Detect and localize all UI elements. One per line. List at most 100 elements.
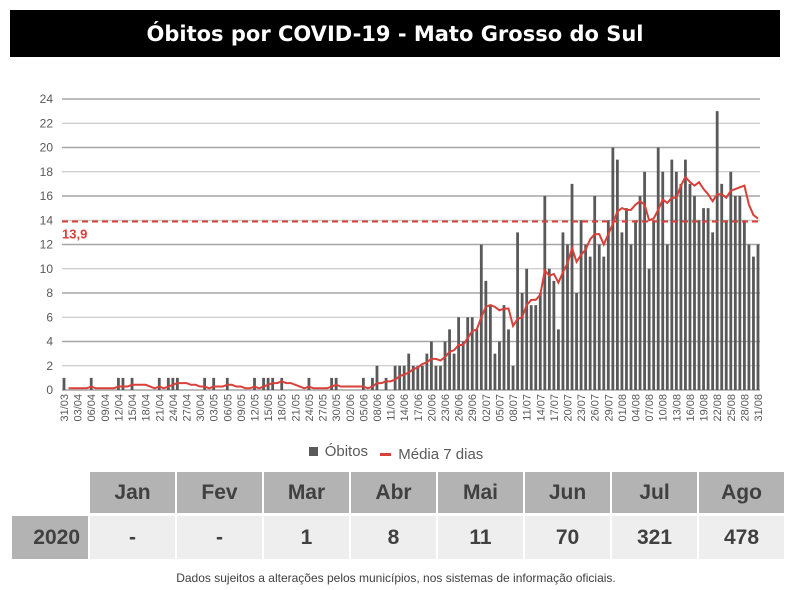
month-value: 1 bbox=[264, 516, 349, 559]
month-header: Mai bbox=[438, 472, 523, 513]
x-tick-label: 15/04 bbox=[127, 394, 139, 422]
bar bbox=[534, 305, 538, 390]
bar bbox=[448, 329, 451, 390]
bar bbox=[89, 377, 93, 390]
reference-line-label: 13,9 bbox=[62, 226, 87, 241]
x-tick-label: 30/04 bbox=[195, 394, 207, 422]
bar bbox=[665, 244, 669, 390]
x-tick-label: 05/06 bbox=[358, 394, 370, 422]
y-tick-label: 8 bbox=[46, 286, 53, 300]
bar bbox=[502, 305, 506, 390]
bar bbox=[729, 171, 733, 390]
bar bbox=[525, 268, 529, 390]
x-tick-label: 17/07 bbox=[549, 394, 561, 422]
month-header: Ago bbox=[699, 472, 784, 513]
bar bbox=[593, 196, 597, 390]
x-tick-label: 02/07 bbox=[481, 394, 493, 422]
x-tick-label: 14/07 bbox=[535, 394, 547, 422]
bar bbox=[679, 183, 683, 390]
y-tick-label: 4 bbox=[46, 335, 53, 349]
bar bbox=[702, 208, 705, 390]
bar bbox=[166, 377, 170, 390]
bar bbox=[561, 232, 565, 390]
bar bbox=[488, 305, 492, 390]
bar bbox=[752, 256, 755, 390]
y-tick-label: 12 bbox=[40, 238, 54, 252]
legend-line-swatch bbox=[380, 453, 392, 456]
bar bbox=[738, 196, 742, 390]
month-header: Fev bbox=[177, 472, 262, 513]
footer-note: Dados sujeitos a alterações pelos municí… bbox=[176, 571, 616, 585]
bar bbox=[684, 159, 687, 390]
x-tick-label: 05/07 bbox=[494, 394, 506, 422]
bar bbox=[443, 341, 447, 390]
bar bbox=[538, 293, 542, 390]
month-value: 321 bbox=[612, 516, 697, 559]
x-tick-label: 23/07 bbox=[576, 394, 588, 422]
x-tick-label: 10/08 bbox=[658, 394, 670, 422]
bar bbox=[470, 317, 474, 390]
bar bbox=[634, 220, 637, 390]
bar bbox=[307, 377, 311, 390]
x-tick-label: 12/04 bbox=[113, 394, 125, 422]
bar bbox=[493, 353, 497, 390]
bar bbox=[416, 365, 420, 390]
bar bbox=[280, 377, 284, 390]
monthly-deaths-table: Jan Fev Mar Abr Mai Jun Jul Ago 2020 - -… bbox=[12, 472, 784, 559]
bar bbox=[117, 377, 120, 390]
bar bbox=[697, 220, 701, 390]
x-tick-label: 29/07 bbox=[603, 394, 615, 422]
bar bbox=[688, 183, 692, 390]
bar bbox=[121, 377, 125, 390]
x-tick-label: 18/05 bbox=[277, 394, 289, 422]
bar bbox=[384, 377, 388, 390]
x-tick-label: 11/06 bbox=[386, 394, 398, 421]
bar bbox=[656, 147, 660, 390]
bar bbox=[62, 377, 66, 390]
x-tick-label: 06/04 bbox=[86, 394, 98, 422]
y-tick-label: 2 bbox=[46, 359, 53, 373]
bar bbox=[615, 159, 619, 390]
bar bbox=[411, 365, 415, 390]
bar bbox=[597, 244, 601, 390]
bar bbox=[552, 280, 556, 390]
x-tick-label: 14/06 bbox=[399, 394, 411, 422]
bar bbox=[570, 183, 574, 390]
x-tick-label: 28/08 bbox=[739, 394, 751, 422]
bar bbox=[661, 171, 665, 390]
y-tick-label: 22 bbox=[40, 116, 54, 130]
bar bbox=[606, 220, 610, 390]
bar bbox=[484, 280, 488, 390]
bar bbox=[452, 353, 456, 390]
bar bbox=[724, 220, 728, 390]
bar bbox=[711, 232, 715, 390]
x-tick-label: 09/05 bbox=[236, 394, 248, 422]
x-tick-label: 11/07 bbox=[522, 394, 534, 421]
bar bbox=[498, 341, 501, 390]
month-header: Mar bbox=[264, 472, 349, 513]
y-tick-label: 20 bbox=[40, 141, 54, 155]
x-tick-label: 06/05 bbox=[222, 394, 234, 422]
bar bbox=[647, 268, 651, 390]
bar bbox=[557, 329, 560, 390]
bar bbox=[638, 196, 642, 390]
x-tick-label: 08/06 bbox=[372, 394, 384, 422]
bar bbox=[720, 183, 724, 390]
x-tick-label: 31/08 bbox=[753, 394, 765, 422]
month-header: Jun bbox=[525, 472, 610, 513]
x-tick-label: 03/04 bbox=[73, 394, 85, 422]
month-header: Jul bbox=[612, 472, 697, 513]
bar bbox=[620, 232, 624, 390]
bar bbox=[602, 256, 606, 390]
month-value: - bbox=[177, 516, 262, 559]
bar bbox=[742, 220, 746, 390]
bar bbox=[507, 329, 510, 390]
month-header: Jan bbox=[90, 472, 175, 513]
bar bbox=[516, 232, 519, 390]
bar bbox=[253, 377, 256, 390]
bar bbox=[643, 171, 647, 390]
month-value: 11 bbox=[438, 516, 523, 559]
x-tick-label: 21/04 bbox=[154, 394, 166, 422]
bar bbox=[547, 268, 551, 390]
bar bbox=[361, 377, 365, 390]
